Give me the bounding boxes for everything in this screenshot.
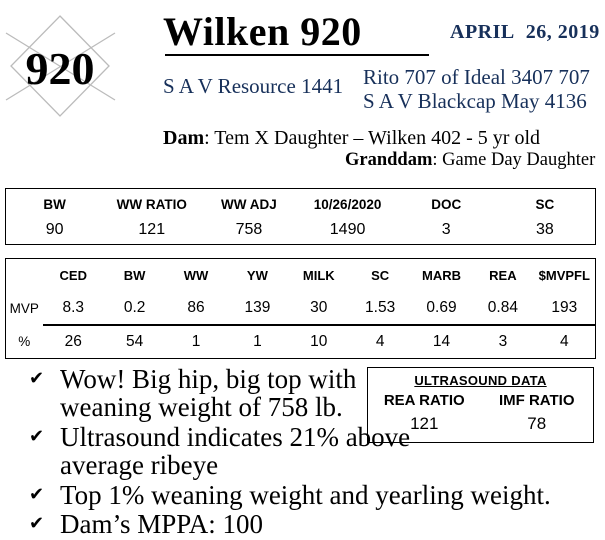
svg-text:920: 920 (26, 43, 95, 94)
